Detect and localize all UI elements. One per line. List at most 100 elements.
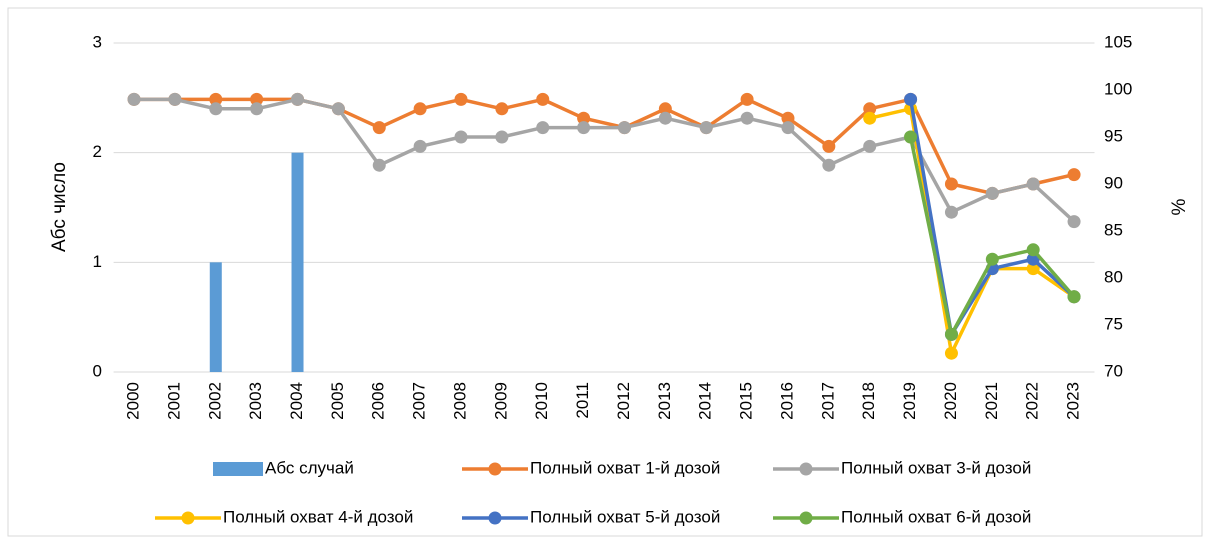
x-tick-label: 2019 [900, 382, 919, 420]
point [454, 92, 468, 106]
point [740, 111, 754, 125]
point [1026, 262, 1040, 276]
legend-label: Полный охват 6-й дозой [841, 507, 1031, 526]
y-tick-label: 3 [93, 32, 102, 51]
point [904, 92, 918, 106]
point [413, 102, 427, 116]
legend-marker [181, 511, 195, 525]
point [658, 111, 672, 125]
point [372, 121, 386, 135]
point [1067, 168, 1081, 182]
y-tick-label: 0 [93, 361, 102, 380]
point [944, 177, 958, 191]
x-tick-label: 2016 [777, 382, 796, 420]
x-tick-label: 2014 [696, 382, 715, 420]
x-tick-label: 2020 [941, 382, 960, 420]
x-tick-label: 2012 [614, 382, 633, 420]
y2-tick-label: 75 [1104, 314, 1123, 333]
y2-tick-label: 90 [1104, 173, 1123, 192]
point [781, 121, 795, 135]
point [495, 130, 509, 144]
chart-border [7, 7, 1203, 537]
x-tick-label: 2000 [124, 382, 143, 420]
point [944, 327, 958, 341]
point [250, 102, 264, 116]
x-tick-label: 2006 [369, 382, 388, 420]
point [331, 102, 345, 116]
point [944, 346, 958, 360]
legend-label: Полный охват 1-й дозой [530, 458, 720, 477]
point [985, 252, 999, 266]
legend-marker [799, 462, 813, 476]
x-tick-label: 2005 [328, 382, 347, 420]
x-tick-label: 2007 [410, 382, 429, 420]
x-tick-label: 2004 [287, 382, 306, 420]
legend-marker [488, 462, 502, 476]
bar [209, 262, 222, 372]
x-tick-label: 2002 [205, 382, 224, 420]
legend-swatch [213, 462, 263, 476]
y2-tick-label: 95 [1104, 126, 1123, 145]
legend-label: Полный охват 4-й дозой [223, 507, 413, 526]
x-tick-label: 2017 [818, 382, 837, 420]
point [536, 92, 550, 106]
point [863, 111, 877, 125]
point [1026, 177, 1040, 191]
y2-tick-label: 100 [1104, 79, 1132, 98]
x-tick-label: 2011 [573, 382, 592, 419]
point [699, 121, 713, 135]
point [863, 102, 877, 116]
x-tick-label: 2009 [491, 382, 510, 420]
legend-label: Абс случай [265, 458, 354, 477]
x-tick-label: 2021 [982, 382, 1001, 420]
point [740, 92, 754, 106]
point [413, 139, 427, 153]
bar [291, 152, 304, 372]
point [209, 102, 223, 116]
point [617, 121, 631, 135]
point [209, 92, 223, 106]
point [822, 158, 836, 172]
point [1067, 215, 1081, 229]
line [869, 107, 1076, 355]
x-tick-label: 2018 [859, 382, 878, 420]
point [372, 158, 386, 172]
y2-tick-label: 80 [1104, 267, 1123, 286]
x-tick-label: 2003 [246, 382, 265, 420]
point [250, 92, 264, 106]
point [985, 186, 999, 200]
y-tick-label: 1 [93, 252, 102, 271]
point [1067, 290, 1081, 304]
y-axis-label: Абс число [49, 162, 70, 252]
y2-tick-label: 105 [1104, 32, 1132, 51]
point [822, 139, 836, 153]
legend-label: Полный охват 3-й дозой [841, 458, 1031, 477]
point [577, 111, 591, 125]
x-tick-label: 2015 [737, 382, 756, 420]
legend-label: Полный охват 5-й дозой [530, 507, 720, 526]
point [495, 102, 509, 116]
y2-axis-label: % [1169, 198, 1190, 215]
y2-tick-label: 85 [1104, 220, 1123, 239]
point [577, 121, 591, 135]
point [291, 92, 305, 106]
x-tick-label: 2001 [164, 382, 183, 420]
x-tick-label: 2010 [532, 382, 551, 420]
point [454, 130, 468, 144]
point [536, 121, 550, 135]
point [127, 92, 141, 106]
point [1026, 243, 1040, 257]
legend-marker [488, 511, 502, 525]
x-tick-label: 2013 [655, 382, 674, 420]
point [944, 205, 958, 219]
x-tick-label: 2022 [1023, 382, 1042, 420]
point [658, 102, 672, 116]
point [863, 139, 877, 153]
point [904, 130, 918, 144]
point [781, 111, 795, 125]
y2-tick-label: 70 [1104, 361, 1123, 380]
x-tick-label: 2008 [450, 382, 469, 420]
x-tick-label: 2023 [1064, 382, 1083, 420]
legend-marker [799, 511, 813, 525]
